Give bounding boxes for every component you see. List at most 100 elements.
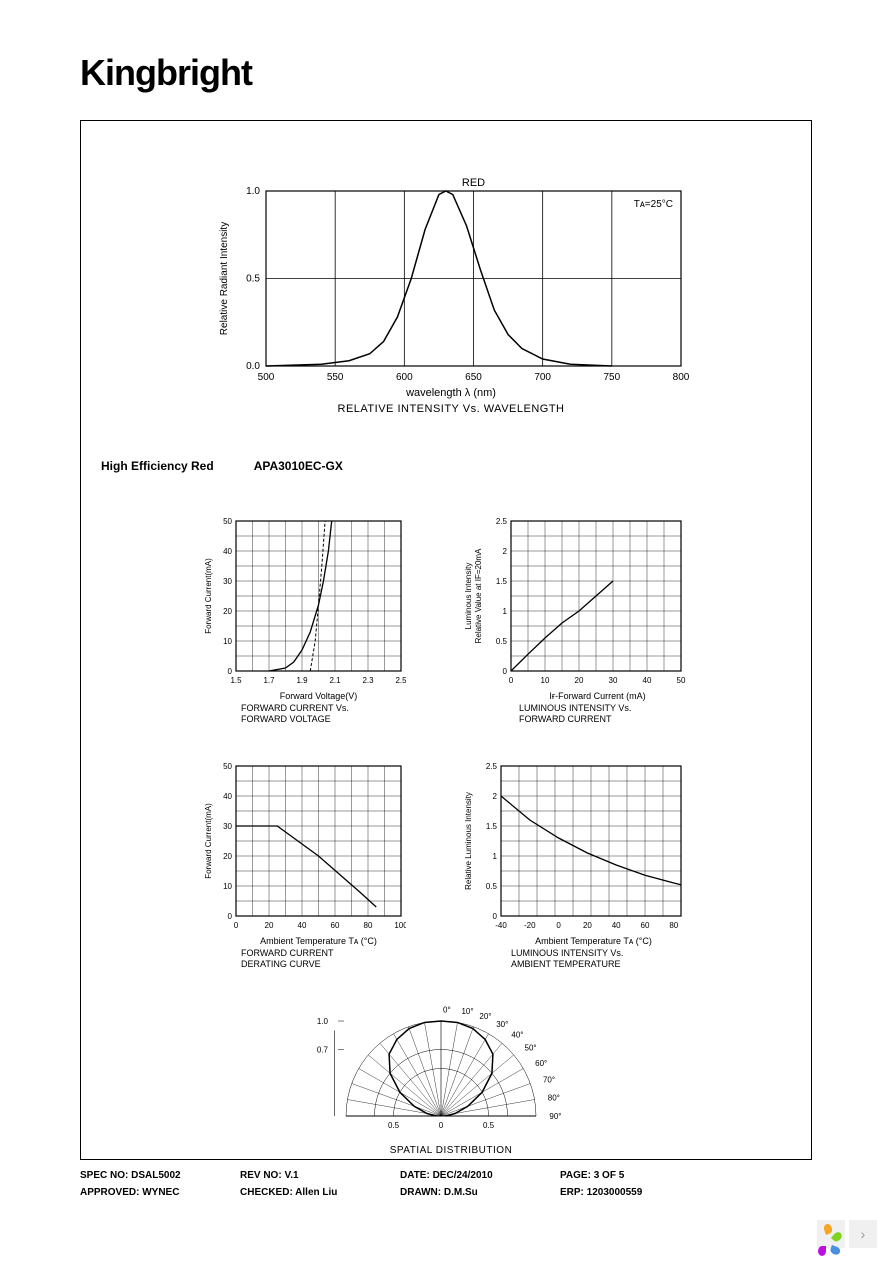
svg-text:0.5: 0.5 bbox=[483, 1121, 495, 1130]
product-part-number: APA3010EC-GX bbox=[254, 459, 343, 473]
chartD-xlabel: Ambient Temperature Tᴀ (°C) bbox=[501, 936, 686, 948]
svg-text:-20: -20 bbox=[524, 921, 536, 930]
svg-text:40: 40 bbox=[612, 921, 621, 930]
svg-text:20: 20 bbox=[223, 852, 232, 861]
svg-text:0: 0 bbox=[228, 912, 233, 921]
svg-text:30: 30 bbox=[223, 577, 232, 586]
svg-text:0: 0 bbox=[556, 921, 561, 930]
svg-text:30°: 30° bbox=[496, 1020, 508, 1029]
svg-text:2.5: 2.5 bbox=[395, 676, 406, 685]
chartA-xlabel: Forward Voltage(V) bbox=[231, 691, 406, 703]
product-color: High Efficiency Red bbox=[101, 459, 214, 473]
svg-text:10: 10 bbox=[223, 882, 232, 891]
svg-text:50: 50 bbox=[223, 762, 232, 771]
svg-text:0.0: 0.0 bbox=[246, 361, 260, 372]
svg-text:1.9: 1.9 bbox=[296, 676, 308, 685]
svg-text:60: 60 bbox=[331, 921, 340, 930]
svg-text:Luminous Intensity: Luminous Intensity bbox=[464, 563, 473, 630]
svg-text:1.5: 1.5 bbox=[230, 676, 242, 685]
svg-text:1.0: 1.0 bbox=[317, 1017, 329, 1026]
svg-text:40: 40 bbox=[643, 676, 652, 685]
rev-no: REV NO: V.1 bbox=[240, 1170, 370, 1181]
svg-text:-40: -40 bbox=[495, 921, 507, 930]
chart-luminous-intensity-temp: -40-2002040608000.511.522.5Relative Lumi… bbox=[461, 761, 686, 971]
chart-forward-current-voltage: 1.51.71.92.12.32.501020304050Forward Cur… bbox=[201, 516, 406, 726]
svg-text:1: 1 bbox=[493, 852, 498, 861]
chart-top-xlabel: wavelength λ (nm) bbox=[211, 387, 691, 399]
next-page-button[interactable]: › bbox=[849, 1220, 877, 1248]
svg-text:2.3: 2.3 bbox=[362, 676, 374, 685]
spec-no: SPEC NO: DSAL5002 bbox=[80, 1170, 210, 1181]
chartA-caption1: FORWARD CURRENT Vs. bbox=[231, 703, 406, 715]
svg-text:80°: 80° bbox=[548, 1094, 560, 1103]
pager-widget: › bbox=[817, 1220, 877, 1248]
svg-text:1: 1 bbox=[503, 607, 508, 616]
svg-text:20: 20 bbox=[223, 607, 232, 616]
svg-text:0: 0 bbox=[234, 921, 239, 930]
chart-derating-curve: 02040608010001020304050Forward Current(m… bbox=[201, 761, 406, 971]
svg-text:20°: 20° bbox=[479, 1012, 491, 1021]
svg-text:10: 10 bbox=[541, 676, 550, 685]
svg-text:30: 30 bbox=[223, 822, 232, 831]
svg-text:0: 0 bbox=[228, 667, 233, 676]
svg-text:40°: 40° bbox=[511, 1030, 523, 1039]
svg-text:0°: 0° bbox=[443, 1006, 451, 1015]
spec-footer: SPEC NO: DSAL5002 REV NO: V.1 DATE: DEC/… bbox=[80, 1170, 812, 1204]
svg-text:RED: RED bbox=[462, 177, 485, 189]
chart-luminous-intensity-current: 0102030405000.511.522.5Luminous Intensit… bbox=[461, 516, 686, 726]
svg-text:60: 60 bbox=[641, 921, 650, 930]
svg-text:0.5: 0.5 bbox=[486, 882, 498, 891]
chartC-caption2: DERATING CURVE bbox=[231, 959, 406, 971]
checked-by: CHECKED: Allen Liu bbox=[240, 1187, 370, 1198]
svg-text:500: 500 bbox=[258, 372, 275, 383]
svg-text:Relative Value at IF=20mA: Relative Value at IF=20mA bbox=[474, 548, 483, 643]
svg-text:2: 2 bbox=[493, 792, 498, 801]
svg-text:650: 650 bbox=[465, 372, 482, 383]
svg-text:10: 10 bbox=[223, 637, 232, 646]
svg-text:Relative Luminous Intensity: Relative Luminous Intensity bbox=[464, 792, 473, 890]
footer-row-1: SPEC NO: DSAL5002 REV NO: V.1 DATE: DEC/… bbox=[80, 1170, 812, 1181]
chartB-caption2: FORWARD CURRENT bbox=[509, 714, 686, 726]
spec-date: DATE: DEC/24/2010 bbox=[400, 1170, 530, 1181]
approved-by: APPROVED: WYNEC bbox=[80, 1187, 210, 1198]
svg-text:2.5: 2.5 bbox=[486, 762, 498, 771]
svg-text:1.5: 1.5 bbox=[496, 577, 508, 586]
chart-relative-intensity: 5005506006507007508000.00.51.0REDTᴀ=25°C… bbox=[211, 171, 691, 415]
svg-text:40: 40 bbox=[223, 547, 232, 556]
svg-text:90°: 90° bbox=[549, 1112, 561, 1121]
chartC-caption1: FORWARD CURRENT bbox=[231, 948, 406, 960]
svg-text:0.5: 0.5 bbox=[246, 274, 260, 285]
svg-text:10°: 10° bbox=[461, 1007, 473, 1016]
chartD-caption2: AMBIENT TEMPERATURE bbox=[501, 959, 686, 971]
polar-caption: SPATIAL DISTRIBUTION bbox=[311, 1145, 591, 1156]
svg-text:50: 50 bbox=[223, 517, 232, 526]
vendor-icon[interactable] bbox=[817, 1220, 845, 1248]
svg-text:550: 550 bbox=[327, 372, 344, 383]
chartB-xlabel: Iғ-Forward Current (mA) bbox=[509, 691, 686, 703]
svg-text:0.5: 0.5 bbox=[388, 1121, 400, 1130]
drawn-by: DRAWN: D.M.Su bbox=[400, 1187, 530, 1198]
erp-no: ERP: 1203000559 bbox=[560, 1187, 690, 1198]
chartB-caption1: LUMINOUS INTENSITY Vs. bbox=[509, 703, 686, 715]
svg-text:40: 40 bbox=[298, 921, 307, 930]
svg-text:700: 700 bbox=[534, 372, 551, 383]
svg-text:2: 2 bbox=[503, 547, 508, 556]
svg-text:Forward Current(mA): Forward Current(mA) bbox=[204, 558, 213, 634]
svg-text:50°: 50° bbox=[525, 1044, 537, 1053]
svg-text:1.7: 1.7 bbox=[263, 676, 275, 685]
chartC-xlabel: Ambient Temperature Tᴀ (°C) bbox=[231, 936, 406, 948]
svg-text:0: 0 bbox=[503, 667, 508, 676]
svg-text:0: 0 bbox=[439, 1121, 444, 1130]
page-no: PAGE: 3 OF 5 bbox=[560, 1170, 690, 1181]
chartA-caption2: FORWARD VOLTAGE bbox=[231, 714, 406, 726]
chart-spatial-distribution: 0°10°20°30°40°50°60°70°80°90°0.71.000.50… bbox=[311, 991, 591, 1156]
svg-text:80: 80 bbox=[364, 921, 373, 930]
svg-text:40: 40 bbox=[223, 792, 232, 801]
svg-text:0: 0 bbox=[493, 912, 498, 921]
svg-text:50: 50 bbox=[677, 676, 686, 685]
svg-text:800: 800 bbox=[673, 372, 690, 383]
svg-text:750: 750 bbox=[603, 372, 620, 383]
svg-text:1.5: 1.5 bbox=[486, 822, 498, 831]
svg-text:600: 600 bbox=[396, 372, 413, 383]
svg-text:20: 20 bbox=[575, 676, 584, 685]
